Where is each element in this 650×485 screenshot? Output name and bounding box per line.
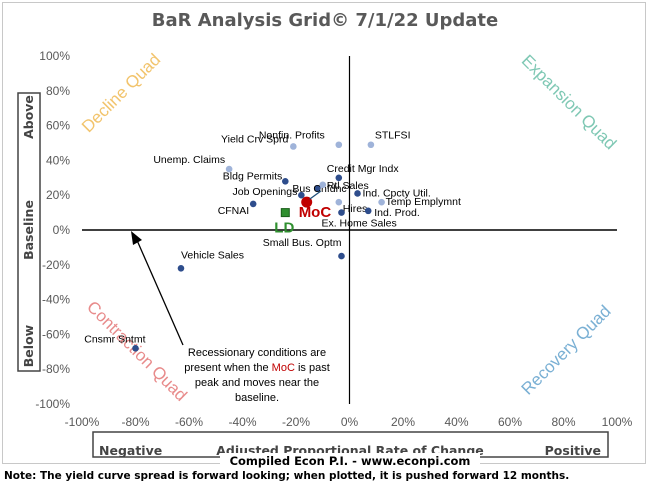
x-tick-label: 60% <box>498 415 522 429</box>
point-label: Bldg Permits <box>223 170 283 182</box>
x-tick-label: -100% <box>65 415 100 429</box>
point-label: Vehicle Sales <box>181 249 244 261</box>
point-label: Nonfin. Profits <box>259 130 325 142</box>
chart-frame <box>2 2 646 464</box>
data-point <box>367 141 375 149</box>
y-tick-label: 40% <box>46 153 70 167</box>
point-label: Unemp. Claims <box>153 154 225 166</box>
data-point <box>290 143 297 150</box>
moc-direction-arrow <box>309 190 322 200</box>
data-point <box>319 181 327 189</box>
point-label: Rtl Sales <box>327 180 369 192</box>
annotation-line-2-pre: present when the <box>184 362 271 374</box>
annotation-moc-highlight: MoC <box>272 362 295 374</box>
ld-marker <box>280 208 290 218</box>
data-point <box>282 177 289 185</box>
point-label: Job Openings <box>233 186 298 198</box>
annotation-line-4: baseline. <box>235 392 279 404</box>
x-label-positive: Positive <box>545 443 601 458</box>
data-point <box>314 184 321 192</box>
scatter-chart: 100% 80% 60% 40% 20% 0% -20% -40% -60% -80% -100% -… <box>17 49 633 468</box>
point-label: CFNAI <box>218 205 250 217</box>
y-tick-label: 60% <box>46 119 70 133</box>
quad-expansion-label: Expansion Quad <box>518 51 620 153</box>
point-label: Hires <box>343 203 368 215</box>
data-point <box>177 264 185 272</box>
annotation: Recessionary conditions are present when… <box>131 231 330 404</box>
y-label-below: Below <box>21 324 36 367</box>
point-label: Cnsmr Sntmt <box>84 333 145 345</box>
y-tick-label: 100% <box>39 49 70 63</box>
x-bottom-box: Negative Adjusted Proportional Rate of C… <box>92 431 609 468</box>
x-label-negative: Negative <box>99 443 162 458</box>
compiled-credit: Compiled Econ P.I. - www.econpi.com <box>230 454 471 468</box>
y-tick-label: 80% <box>46 84 70 98</box>
y-tick-label: 0% <box>53 223 71 237</box>
data-point <box>335 141 343 149</box>
point-layer: Nonfin. Profits STLFSI Yield Crv Sprd Unemp… <box>84 130 461 352</box>
x-tick-label: -20% <box>282 415 310 429</box>
point-label: Credit Mgr Indx <box>327 163 400 175</box>
data-point <box>132 345 139 352</box>
point-label: Yield Crv Sprd <box>221 133 288 145</box>
annotation-line-1: Recessionary conditions are <box>188 347 326 359</box>
data-point <box>378 198 385 206</box>
point-label: Ex. Home Sales <box>321 218 396 230</box>
chart-title: BaR Analysis Grid© 7/1/22 Update <box>151 10 499 31</box>
x-tick-label: 0% <box>341 415 359 429</box>
point-label: Ind. Cpcty Util. <box>363 187 431 199</box>
y-tick-label: -80% <box>42 362 70 376</box>
y-tick-label: 20% <box>46 188 70 202</box>
y-side-box: Above Baseline Below <box>17 92 41 372</box>
data-point <box>335 198 343 206</box>
moc-marker <box>301 196 313 208</box>
data-point <box>338 252 345 260</box>
data-point <box>364 207 372 215</box>
annotation-line-2-post: is past <box>295 362 330 374</box>
moc-label: MoC <box>299 204 332 221</box>
x-tick-label: 20% <box>391 415 415 429</box>
x-tick-label: -80% <box>121 415 149 429</box>
annotation-line-2: present when the MoC is past <box>184 362 330 374</box>
data-point <box>225 165 233 173</box>
quad-decline-label: Decline Quad <box>78 50 164 136</box>
x-tick-label: 40% <box>444 415 468 429</box>
x-tick-label: -40% <box>228 415 256 429</box>
point-label: Bus Cnfdnc <box>292 183 346 195</box>
y-tick-label: -60% <box>42 327 70 341</box>
y-tick-label: -20% <box>42 258 70 272</box>
y-label-baseline: Baseline <box>21 200 36 260</box>
x-tick-label: -60% <box>175 415 203 429</box>
annotation-line-3: peak and moves near the <box>195 377 319 389</box>
ld-label: LD <box>274 220 294 237</box>
x-tick-label: 80% <box>551 415 575 429</box>
point-label: Ind. Prod. <box>374 207 420 219</box>
data-point <box>249 200 257 208</box>
grid-layer: 100% 80% 60% 40% 20% 0% -20% -40% -60% -80% -100% -… <box>35 49 632 429</box>
y-tick-label: -100% <box>35 397 70 411</box>
point-label: STLFSI <box>375 130 411 142</box>
x-tick-label: 100% <box>602 415 633 429</box>
footnote: Note: The yield curve spread is forward … <box>4 470 570 482</box>
data-point <box>335 174 343 182</box>
y-tick-label: -40% <box>42 293 70 307</box>
quad-recovery-label: Recovery Quad <box>518 302 615 399</box>
y-label-above: Above <box>21 95 36 139</box>
data-point <box>338 209 345 216</box>
point-label: Small Bus. Optm <box>263 237 342 249</box>
point-label: Temp Emplymnt <box>386 196 461 208</box>
data-point <box>354 190 361 197</box>
data-point <box>298 191 305 199</box>
